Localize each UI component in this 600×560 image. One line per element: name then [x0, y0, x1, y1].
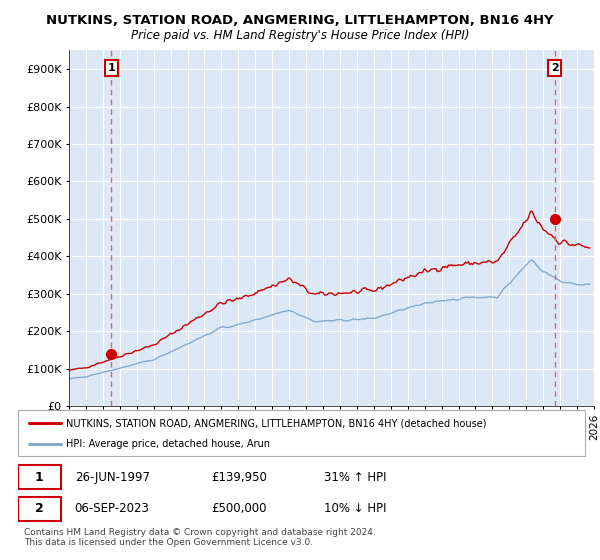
- FancyBboxPatch shape: [18, 497, 61, 521]
- Text: NUTKINS, STATION ROAD, ANGMERING, LITTLEHAMPTON, BN16 4HY (detached house): NUTKINS, STATION ROAD, ANGMERING, LITTLE…: [66, 418, 487, 428]
- Text: HPI: Average price, detached house, Arun: HPI: Average price, detached house, Arun: [66, 440, 270, 450]
- Text: 06-SEP-2023: 06-SEP-2023: [75, 502, 149, 515]
- Text: Contains HM Land Registry data © Crown copyright and database right 2024.
This d: Contains HM Land Registry data © Crown c…: [24, 528, 376, 547]
- Text: NUTKINS, STATION ROAD, ANGMERING, LITTLEHAMPTON, BN16 4HY: NUTKINS, STATION ROAD, ANGMERING, LITTLE…: [46, 14, 554, 27]
- Text: 31% ↑ HPI: 31% ↑ HPI: [324, 471, 386, 484]
- FancyBboxPatch shape: [18, 410, 585, 456]
- Text: Price paid vs. HM Land Registry's House Price Index (HPI): Price paid vs. HM Land Registry's House …: [131, 29, 469, 42]
- Text: £139,950: £139,950: [211, 471, 266, 484]
- Text: 2: 2: [35, 502, 43, 515]
- Text: 26-JUN-1997: 26-JUN-1997: [75, 471, 150, 484]
- FancyBboxPatch shape: [18, 465, 61, 489]
- Text: 1: 1: [107, 63, 115, 73]
- Text: £500,000: £500,000: [211, 502, 266, 515]
- Text: 2: 2: [551, 63, 559, 73]
- Text: 1: 1: [35, 471, 43, 484]
- Text: 10% ↓ HPI: 10% ↓ HPI: [324, 502, 386, 515]
